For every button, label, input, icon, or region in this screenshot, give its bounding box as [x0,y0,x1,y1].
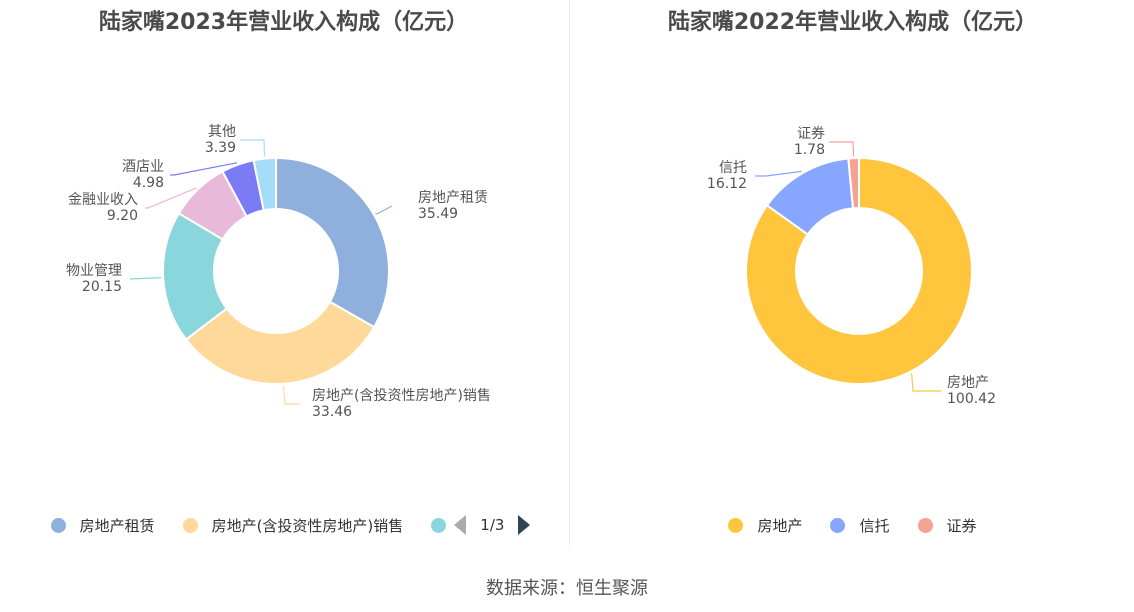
donut-2023-label-name-1: 房地产(含投资性房地产)销售 [312,388,491,404]
donut-2023-label-value-2: 20.15 [82,279,122,295]
legend-2023: 房地产租赁 房地产(含投资性房地产)销售 1/3 [0,514,567,536]
donut-2022-label-name-1: 信托 [719,160,747,176]
donut-2023-leader-line-3 [145,187,197,209]
donut-2022-leader-line-2 [829,141,855,157]
legend-dot-securities [917,517,933,533]
donut-2022-label-value-2: 1.78 [794,142,825,158]
legend-label-trust: 信托 [859,516,890,535]
legend-prev-arrow-icon[interactable] [454,515,467,535]
legend-label-sales: 房地产(含投资性房地产)销售 [211,516,404,535]
legend-item-securities[interactable]: 证券 [917,515,977,536]
legend-label-rental: 房地产租赁 [79,516,155,535]
legend-dot-trust [830,517,846,533]
legend-dot-sales [182,517,198,533]
legend-pager: 1/3 [454,515,531,535]
legend-label-real-estate: 房地产 [757,516,803,535]
chart-title-2022: 陆家嘴2022年营业收入构成（亿元） [667,10,1038,35]
panel-divider [569,0,570,545]
donut-2022-leader-line-1 [755,170,802,177]
donut-2023-slice-1[interactable] [184,300,376,385]
chart-title-2023: 陆家嘴2023年营业收入构成（亿元） [98,10,469,35]
donut-2023-leader-line-4 [170,162,238,176]
donut-2023-label-value-4: 4.98 [133,175,164,191]
donut-2023-leader-line-0 [375,205,393,215]
donut-2022-label-value-0: 100.42 [947,391,996,407]
legend-2022: 房地产 信托 证券 [571,514,1134,536]
donut-2022-label-name-2: 证券 [797,126,825,142]
donut-2022-slice-2[interactable] [847,156,860,210]
donut-2023-label-name-5: 其他 [208,124,236,140]
legend-dot-rental [50,517,66,533]
legend-dot-property-mgmt [431,517,447,533]
donut-2022-label-value-1: 16.12 [707,176,747,192]
legend-page-indicator: 1/3 [480,516,505,534]
legend-item-sales[interactable]: 房地产(含投资性房地产)销售 [182,515,404,536]
legend-item-property-mgmt[interactable] [431,517,447,533]
legend-item-rental[interactable]: 房地产租赁 [50,515,155,536]
legend-item-real-estate[interactable]: 房地产 [728,515,802,536]
donut-2022-leader-line-0 [911,373,941,392]
donut-2023-leader-line-2 [129,277,162,280]
donut-2023-label-value-0: 35.49 [418,206,458,222]
legend-item-trust[interactable]: 信托 [830,515,890,536]
chart-panel-2022: 陆家嘴2022年营业收入构成（亿元） 房地产 100.42 信托 16.12 证券 1.7… [571,0,1134,545]
donut-2022-slice-0[interactable] [745,156,973,385]
data-source-footer: 数据来源：恒生聚源 [486,578,648,599]
donut-2023-label-value-1: 33.46 [312,404,352,420]
donut-2023-label-name-4: 酒店业 [122,159,164,175]
chart-panel-2023: 陆家嘴2023年营业收入构成（亿元） 房地产租赁 35.49 房地产(含投资性房地产… [0,0,567,545]
legend-dot-real-estate [728,517,744,533]
donut-2023-label-name-2: 物业管理 [66,263,122,279]
donut-2023-label-value-3: 9.20 [107,208,138,224]
legend-label-securities: 证券 [946,516,977,535]
donut-2023-slice-0[interactable] [275,156,390,329]
donut-2023-label-value-5: 3.39 [205,140,236,156]
donut-2023-leader-line-5 [240,139,266,157]
donut-2023-label-name-0: 房地产租赁 [418,190,488,206]
donut-2022-label-name-0: 房地产 [947,375,989,391]
legend-next-arrow-icon[interactable] [518,515,531,535]
donut-2023-slice-5[interactable] [252,156,277,212]
donut-2023-leader-line-1 [282,385,300,405]
donut-2023-label-name-3: 金融业收入 [68,192,138,208]
